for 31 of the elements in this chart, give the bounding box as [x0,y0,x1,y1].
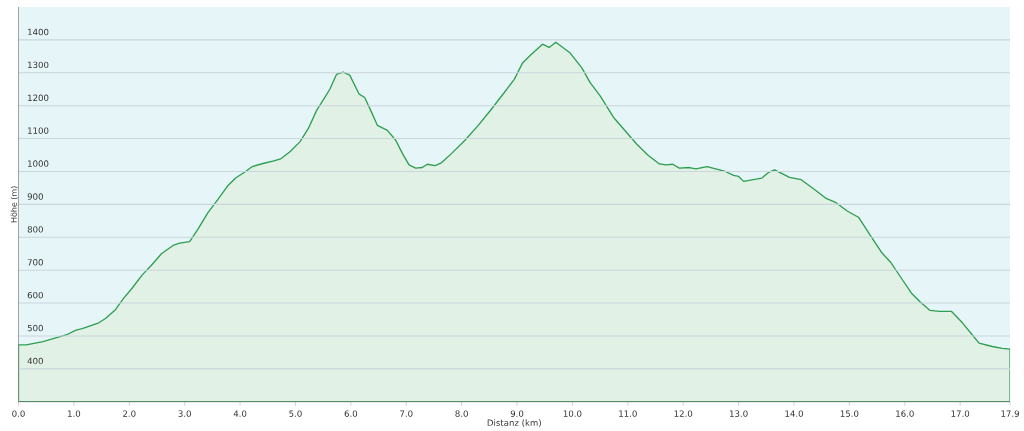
x-tick-label: 16.0 [896,410,914,417]
y-tick-label: 1200 [28,94,49,101]
x-tick-label: 6.0 [344,410,358,417]
x-tick-label: 11.0 [619,410,637,417]
y-tick-label: 1000 [28,160,49,167]
y-tick-label: 900 [27,193,43,200]
y-tick-label: 1400 [28,28,49,36]
x-tick-label: 9.0 [510,410,524,417]
x-axis-title: Distanz (km) [487,419,541,427]
x-tick-label: 15.0 [840,410,859,417]
x-tick-label: 4.0 [233,410,247,417]
x-tick-label: 12.0 [674,410,693,417]
x-tick-label: 1.0 [68,410,81,417]
x-tick-label: 17.0 [951,410,970,417]
y-tick-label: 1300 [28,61,49,68]
x-tick-label: 5.0 [289,410,302,417]
x-tick-label: 3.0 [178,410,191,417]
y-tick-label: 1100 [28,127,49,134]
y-tick-label: 800 [27,225,43,233]
x-tick-label: 2.0 [123,410,136,417]
x-tick-label: 17.9 [1001,410,1019,417]
y-tick-label: 500 [27,324,43,332]
y-tick-label: 600 [27,291,43,299]
y-tick-label: 700 [27,258,43,266]
x-tick-label: 13.0 [729,410,748,417]
x-tick-label: 0.0 [12,410,25,417]
x-tick-label: 14.0 [785,410,803,417]
x-tick-label: 8.0 [455,410,468,417]
y-tick-label: 400 [27,357,43,365]
x-tick-label: 7.0 [400,410,413,417]
x-tick-label: 10.0 [563,410,582,417]
